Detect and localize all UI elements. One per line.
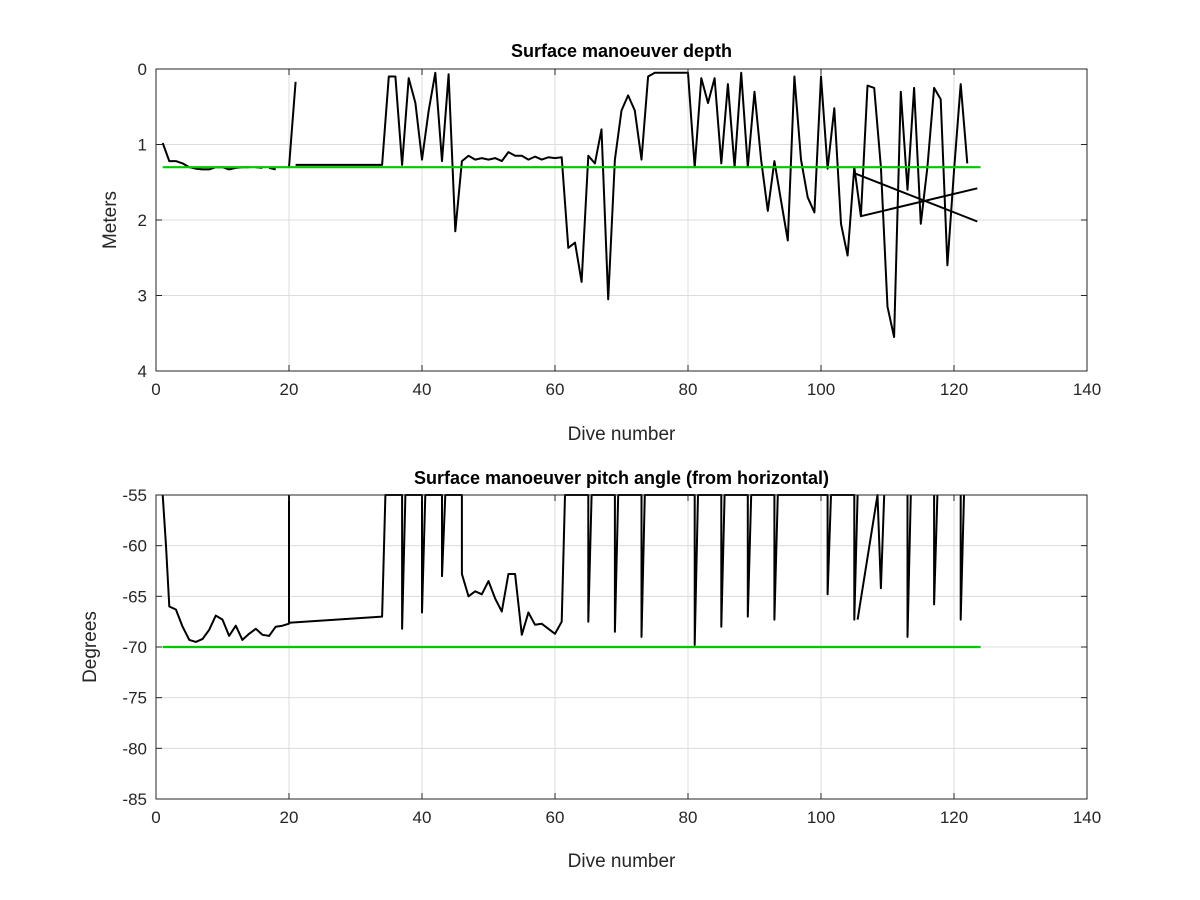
x-tick-label: 20 [280, 808, 299, 827]
y-tick-label: -60 [122, 537, 147, 556]
y-tick-label: 1 [138, 136, 147, 155]
x-tick-label: 80 [679, 808, 698, 827]
data-line-segment [856, 494, 886, 620]
x-tick-label: 40 [413, 808, 432, 827]
x-tick-label: 120 [940, 808, 968, 827]
x-tick-label: 20 [280, 380, 299, 399]
data-line-segment [295, 71, 969, 338]
x-axis-label: Dive number [568, 851, 676, 872]
depth-axes: 0 20 40 60 80 100 120 140 0 1 2 3 4 Surface manoeuver… [100, 41, 1101, 445]
y-tick-label: -65 [122, 587, 147, 606]
x-tick-label: 120 [940, 380, 968, 399]
y-tick-label: 2 [138, 211, 147, 230]
y-tick-label: -80 [122, 739, 147, 758]
y-tick-label: -55 [122, 486, 147, 505]
x-tick-label: 60 [546, 380, 565, 399]
data-line-segment [853, 172, 978, 223]
y-tick-label: 4 [138, 362, 147, 381]
y-axis-label: Meters [100, 191, 121, 249]
x-tick-label: 100 [807, 808, 835, 827]
x-tick-label: 140 [1073, 808, 1101, 827]
x-tick-label: 40 [413, 380, 432, 399]
data-line-segment [933, 494, 939, 606]
y-tick-label: 3 [138, 287, 147, 306]
x-tick-label: 60 [546, 808, 565, 827]
x-tick-label: 0 [151, 380, 160, 399]
pitch-axes: 0 20 40 60 80 100 120 140 -55 -60 -65 -70 -75 -80 -85 S… [80, 468, 1101, 872]
y-tick-label: -70 [122, 638, 147, 657]
x-tick-label: 140 [1073, 380, 1101, 399]
x-tick-label: 80 [679, 380, 698, 399]
x-tick-label: 100 [807, 380, 835, 399]
data-line-segment [860, 187, 978, 218]
x-axis-label: Dive number [568, 424, 676, 445]
data-line-segment [288, 494, 859, 646]
x-tick-label: 0 [151, 808, 160, 827]
chart-title: Surface manoeuver depth [511, 41, 732, 61]
data-line-segment [161, 142, 250, 171]
data-line-segment [288, 81, 297, 168]
data-line-segment [959, 494, 965, 621]
chart-title: Surface manoeuver pitch angle (from hori… [414, 468, 829, 488]
data-line-segment [161, 494, 290, 643]
y-tick-label: 0 [138, 60, 147, 79]
y-axis-label: Degrees [80, 611, 101, 683]
data-line-segment [906, 494, 912, 638]
y-tick-label: -85 [122, 790, 147, 809]
y-tick-label: -75 [122, 689, 147, 708]
